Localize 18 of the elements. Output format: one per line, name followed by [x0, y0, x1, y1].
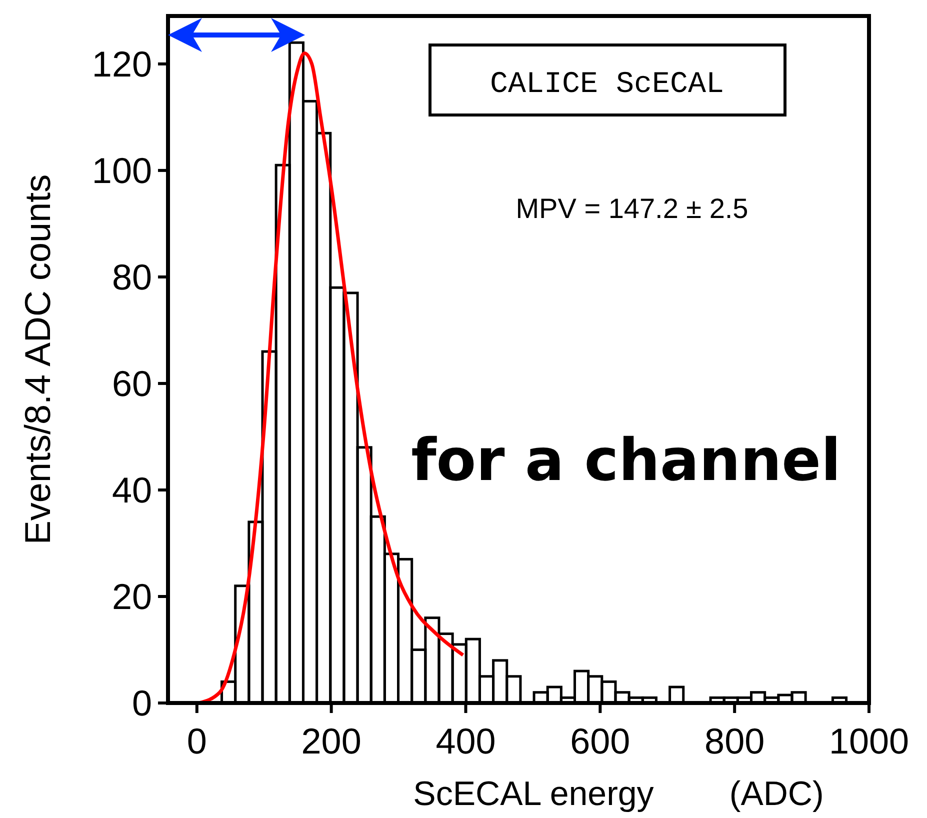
x-tick-label: 1000 — [828, 720, 910, 762]
y-tick-label: 20 — [112, 576, 152, 617]
y-tick-label: 80 — [112, 256, 152, 298]
x-tick-label: 400 — [436, 720, 496, 762]
y-tick-label: 0 — [132, 682, 152, 724]
x-axis-title: ScECAL energy (ADC) — [413, 775, 824, 813]
y-tick-label: 60 — [112, 362, 152, 404]
y-axis-title: Events/8.4 ADC counts — [17, 174, 58, 545]
y-tick-label: 100 — [92, 150, 152, 191]
annotation: CALICE ScECAL — [490, 68, 724, 102]
x-tick-label: 600 — [570, 720, 630, 762]
x-tick-label: 200 — [301, 720, 362, 762]
x-tick-label: 800 — [704, 720, 765, 762]
x-tick-label: 0 — [186, 720, 207, 762]
y-tick-label: 120 — [92, 43, 152, 84]
y-tick-label: 40 — [112, 469, 152, 510]
annotation: for a channel — [411, 426, 841, 494]
annotation: MPV = 147.2 ± 2.5 — [516, 193, 748, 224]
